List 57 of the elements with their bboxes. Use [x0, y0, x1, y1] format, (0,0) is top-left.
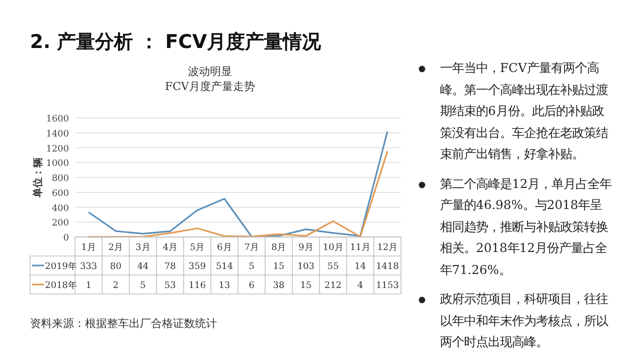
line-series — [88, 150, 388, 238]
legend-label: 2018年 — [45, 280, 77, 291]
data-label: 212 — [324, 281, 342, 291]
data-label: 1153 — [376, 281, 400, 291]
data-label: 15 — [300, 281, 312, 291]
data-label: 55 — [327, 262, 340, 272]
x-tick-label: 7月 — [244, 243, 259, 253]
data-label: 1418 — [376, 262, 400, 272]
y-axis-title: 单位：辆 — [32, 158, 44, 198]
x-tick-label: 9月 — [298, 243, 314, 253]
data-label: 80 — [110, 262, 122, 272]
data-label: 333 — [80, 262, 98, 272]
x-tick-label: 5月 — [190, 243, 205, 253]
y-tick-label: 1000 — [46, 159, 70, 170]
text: 2. 产量分析 ： FCV月度产量情况 — [30, 31, 322, 53]
data-label: 116 — [188, 281, 206, 291]
data-label: 103 — [297, 262, 315, 272]
legend-label: 2019年 — [45, 261, 77, 272]
x-tick-label: 1月 — [81, 243, 96, 253]
data-label: 4 — [357, 281, 364, 291]
y-tick-label: 600 — [52, 188, 70, 199]
x-tick-label: 6月 — [217, 243, 232, 253]
data-label: 5 — [248, 262, 255, 272]
data-label: 13 — [218, 281, 230, 291]
data-label: 38 — [273, 281, 285, 291]
y-tick-label: 400 — [52, 204, 70, 214]
text: 第二个高峰是12月，单月占全年产量的46.98%。与2018年呈相同趋势，推断与补贴政策转换相关。2018年12月份产量占全年71.26%。 — [440, 176, 612, 276]
x-tick-label: 8月 — [271, 243, 286, 253]
data-label: 514 — [216, 262, 234, 272]
line-series — [88, 130, 388, 238]
data-label: 53 — [164, 281, 176, 291]
data-label: 1 — [86, 281, 92, 291]
data-label: 44 — [137, 262, 149, 272]
chart-title: 波动明显 — [188, 65, 232, 78]
y-tick-label: 200 — [52, 218, 70, 229]
x-tick-label: 12月 — [377, 243, 398, 253]
y-tick-label: 800 — [52, 174, 70, 184]
x-tick-label: 11月 — [350, 243, 370, 253]
x-tick-label: 3月 — [136, 243, 150, 253]
text: 政府示范项目，科研项目，往往以年中和年末作为考核点，所以两个时点出现高峰。 — [440, 292, 608, 349]
x-tick-label: 10月 — [322, 243, 344, 253]
data-label: 15 — [273, 262, 285, 272]
x-tick-label: 4月 — [162, 243, 178, 253]
text: 资料来源：根据整车出厂合格证数统计 — [30, 317, 217, 330]
data-label: 6 — [248, 281, 255, 291]
y-tick-label: 1600 — [46, 114, 70, 124]
chart-subtitle: FCV月度产量走势 — [165, 80, 255, 93]
data-label: 78 — [164, 262, 176, 272]
y-tick-label: 1200 — [46, 144, 70, 154]
x-tick-label: 2月 — [108, 243, 124, 253]
data-label: 2 — [112, 281, 119, 291]
data-label: 359 — [188, 262, 206, 272]
text: 一年当中，FCV产量有两个高峰。第一个高峰出现在补贴过渡期结束的6月份。此后的补贴政策没有出台。车企抢在老政策结束前产出销售，好拿补贴。 — [440, 61, 608, 161]
data-label: 5 — [140, 281, 146, 291]
y-tick-label: 0 — [63, 234, 70, 244]
data-label: 14 — [354, 262, 366, 272]
y-tick-label: 1400 — [46, 129, 70, 140]
